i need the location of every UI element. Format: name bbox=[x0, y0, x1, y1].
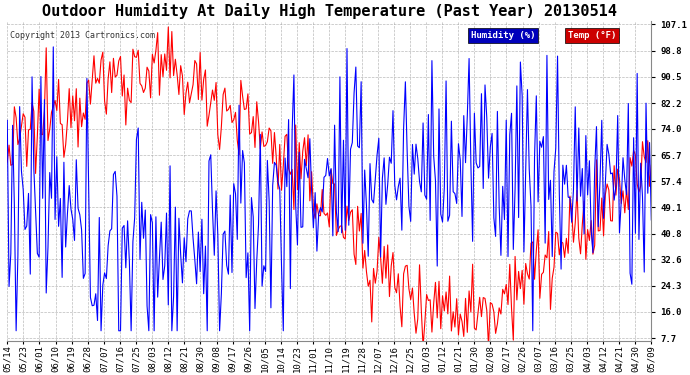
Text: Humidity (%): Humidity (%) bbox=[471, 31, 535, 40]
Text: Copyright 2013 Cartronics.com: Copyright 2013 Cartronics.com bbox=[10, 31, 155, 40]
Text: Temp (°F): Temp (°F) bbox=[568, 31, 616, 40]
Title: Outdoor Humidity At Daily High Temperature (Past Year) 20130514: Outdoor Humidity At Daily High Temperatu… bbox=[42, 3, 617, 19]
